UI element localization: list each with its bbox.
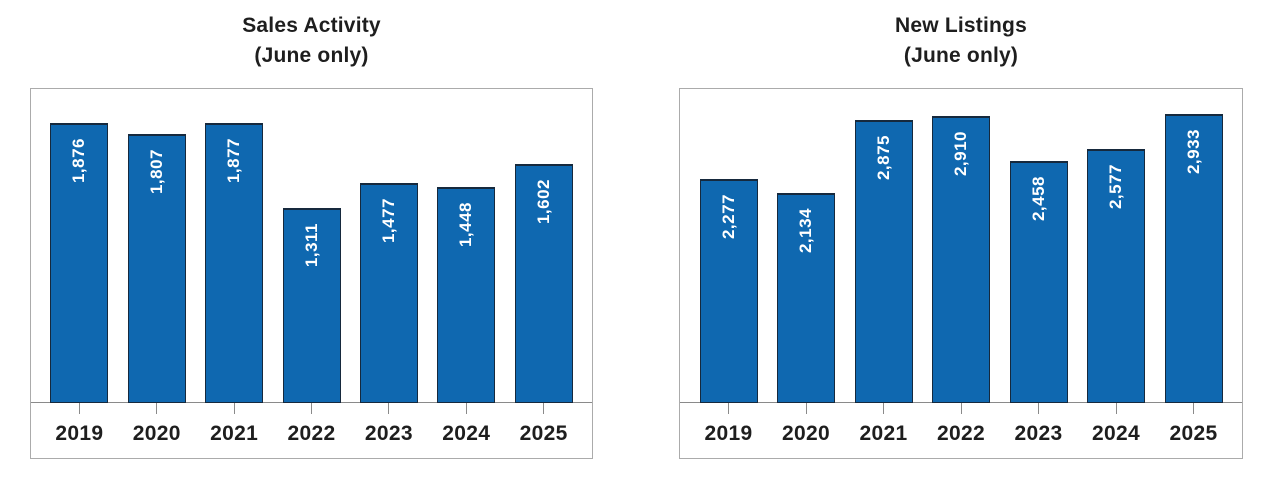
bar-column: 1,876 2019 bbox=[50, 89, 109, 458]
bar-2020: 1,807 bbox=[127, 134, 186, 403]
x-axis-label: 2024 bbox=[1092, 422, 1140, 445]
x-axis-label: 2022 bbox=[937, 422, 985, 445]
chart-title-block: Sales Activity (June only) bbox=[30, 11, 593, 71]
x-axis-label: 2021 bbox=[859, 422, 908, 445]
bar-column: 1,448 2024 bbox=[437, 89, 496, 458]
axis-tick bbox=[543, 403, 545, 414]
chart-title: Sales Activity bbox=[242, 14, 381, 37]
x-axis-label: 2025 bbox=[519, 422, 568, 445]
bar-2023: 2,458 bbox=[1009, 161, 1068, 403]
bar-area: 2,933 bbox=[1164, 89, 1223, 403]
axis-tick bbox=[78, 403, 80, 414]
bars-container: 1,876 2019 1,807 2020 1,877 2021 1,311 2022 1,47… bbox=[31, 89, 592, 458]
bar-2021: 2,875 bbox=[854, 120, 913, 403]
axis-tick bbox=[960, 403, 962, 414]
bar-area: 2,277 bbox=[699, 89, 758, 403]
bar-2024: 1,448 bbox=[437, 187, 496, 403]
bar-column: 2,577 2024 bbox=[1087, 89, 1145, 458]
bar-column: 2,910 2022 bbox=[932, 89, 990, 458]
bar-2019: 2,277 bbox=[699, 179, 758, 403]
bar-2024: 2,577 bbox=[1087, 149, 1145, 403]
x-axis-label: 2023 bbox=[364, 422, 413, 445]
bar-value-label: 1,807 bbox=[146, 149, 166, 195]
bar-value-label: 2,458 bbox=[1028, 176, 1048, 222]
x-axis-label: 2019 bbox=[704, 422, 753, 445]
axis-tick bbox=[311, 403, 312, 414]
bar-area: 1,477 bbox=[359, 89, 418, 403]
x-axis-label: 2019 bbox=[55, 422, 104, 445]
bar-value-label: 1,448 bbox=[456, 202, 476, 248]
bar-column: 2,277 2019 bbox=[699, 89, 758, 458]
bar-value-label: 2,277 bbox=[718, 194, 738, 240]
bar-area: 2,910 bbox=[932, 89, 990, 403]
x-axis-label: 2021 bbox=[210, 422, 259, 445]
bar-column: 1,807 2020 bbox=[127, 89, 186, 458]
axis-tick bbox=[233, 403, 235, 414]
x-axis-label: 2022 bbox=[287, 422, 336, 445]
axis-tick bbox=[728, 403, 729, 414]
chart-title-block: New Listings (June only) bbox=[679, 11, 1243, 71]
x-axis-label: 2024 bbox=[442, 422, 491, 445]
bar-column: 1,477 2023 bbox=[359, 89, 418, 458]
sales-activity-chart: Sales Activity (June only) 1,876 2019 1,80… bbox=[30, 0, 593, 485]
axis-tick bbox=[805, 403, 807, 414]
x-axis-label: 2025 bbox=[1169, 422, 1218, 445]
bar-value-label: 1,876 bbox=[69, 138, 89, 184]
bar-column: 2,875 2021 bbox=[854, 89, 913, 458]
bar-column: 1,311 2022 bbox=[282, 89, 341, 458]
bar-area: 2,134 bbox=[777, 89, 835, 403]
bar-2019: 1,876 bbox=[50, 123, 109, 403]
bar-2025: 1,602 bbox=[514, 164, 573, 403]
bar-value-label: 2,134 bbox=[796, 208, 815, 254]
bar-area: 2,458 bbox=[1009, 89, 1068, 403]
bar-value-label: 1,602 bbox=[533, 179, 553, 225]
axis-tick bbox=[883, 403, 884, 414]
new-listings-chart: New Listings (June only) 2,277 2019 2,134 2… bbox=[679, 0, 1243, 485]
bar-area: 1,311 bbox=[282, 89, 341, 403]
bar-value-label: 1,477 bbox=[378, 198, 398, 244]
chart-subtitle: (June only) bbox=[903, 44, 1019, 67]
bar-column: 2,933 2025 bbox=[1164, 89, 1223, 458]
x-axis-label: 2023 bbox=[1014, 422, 1063, 445]
bar-2025: 2,933 bbox=[1164, 114, 1223, 403]
axis-tick bbox=[1038, 403, 1039, 414]
bar-value-label: 2,910 bbox=[951, 131, 970, 177]
bars-container: 2,277 2019 2,134 2020 2,875 2021 2,910 2022 2,45… bbox=[680, 89, 1242, 458]
plot-frame: 2,277 2019 2,134 2020 2,875 2021 2,910 2022 2,45… bbox=[679, 88, 1243, 459]
axis-tick bbox=[1115, 403, 1117, 414]
axis-tick bbox=[388, 403, 390, 414]
bar-column: 1,877 2021 bbox=[205, 89, 264, 458]
bar-area: 2,875 bbox=[854, 89, 913, 403]
bar-column: 2,134 2020 bbox=[777, 89, 835, 458]
axis-tick bbox=[156, 403, 158, 414]
x-axis-label: 2020 bbox=[132, 422, 181, 445]
chart-subtitle: (June only) bbox=[254, 44, 369, 67]
bar-value-label: 1,877 bbox=[224, 138, 244, 184]
chart-title: New Listings bbox=[895, 14, 1027, 37]
bar-area: 2,577 bbox=[1087, 89, 1145, 403]
bar-column: 1,602 2025 bbox=[514, 89, 573, 458]
bar-area: 1,448 bbox=[437, 89, 496, 403]
axis-tick bbox=[1193, 403, 1194, 414]
bar-column: 2,458 2023 bbox=[1009, 89, 1068, 458]
bar-value-label: 2,933 bbox=[1183, 129, 1203, 175]
bar-2022: 2,910 bbox=[932, 116, 990, 403]
bar-2020: 2,134 bbox=[777, 193, 835, 403]
bar-area: 1,876 bbox=[50, 89, 109, 403]
bar-area: 1,877 bbox=[205, 89, 264, 403]
bar-2022: 1,311 bbox=[282, 208, 341, 403]
axis-tick bbox=[465, 403, 467, 414]
bar-area: 1,807 bbox=[127, 89, 186, 403]
bar-value-label: 2,577 bbox=[1106, 164, 1125, 210]
plot-frame: 1,876 2019 1,807 2020 1,877 2021 1,311 2022 1,47… bbox=[30, 88, 593, 459]
bar-2023: 1,477 bbox=[359, 183, 418, 403]
bar-area: 1,602 bbox=[514, 89, 573, 403]
bar-value-label: 2,875 bbox=[873, 135, 893, 181]
bar-value-label: 1,311 bbox=[301, 223, 321, 268]
bar-2021: 1,877 bbox=[205, 123, 264, 403]
x-axis-label: 2020 bbox=[782, 422, 830, 445]
